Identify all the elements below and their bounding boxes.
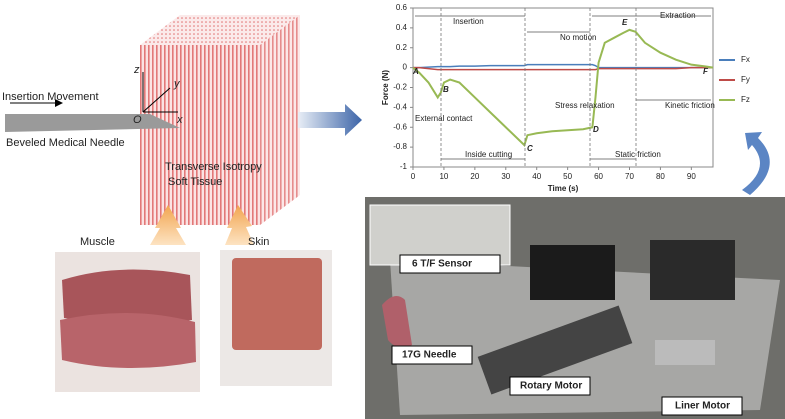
needle — [5, 114, 180, 132]
point-label: E — [622, 18, 628, 27]
setup-label: 6 T/F Sensor — [412, 259, 472, 270]
y-tick-label: -1 — [400, 162, 408, 171]
x-tick-label: 40 — [532, 172, 541, 181]
x-tick-label: 90 — [687, 172, 696, 181]
muscle-photo — [55, 252, 200, 392]
x-tick-label: 80 — [656, 172, 665, 181]
y-tick-label: -0.4 — [393, 102, 407, 111]
flow-arrow — [298, 104, 362, 136]
series-line — [412, 28, 714, 147]
callout — [399, 254, 501, 274]
setup-label: Liner Motor — [675, 401, 730, 412]
y-tick-label: 0.4 — [396, 23, 408, 32]
x-tick-label: 0 — [411, 172, 416, 181]
up-arrow — [225, 205, 254, 245]
y-tick-label: 0.2 — [396, 43, 408, 52]
axis-x: x — [176, 114, 183, 126]
annotation: External contact — [415, 114, 473, 123]
y-tick-label: 0.6 — [396, 3, 408, 12]
callout — [661, 396, 743, 416]
y-tick-label: -0.6 — [393, 122, 407, 131]
annotation: Insertion — [453, 17, 484, 26]
annotation: No motion — [560, 33, 596, 42]
callout — [509, 376, 591, 396]
annotation: Inside cutting — [465, 150, 512, 159]
point-label: A — [412, 67, 419, 76]
skin-photo — [220, 250, 332, 386]
series-line — [413, 63, 713, 69]
tissue-label: Transverse Isotropy — [165, 161, 262, 173]
point-label: D — [593, 125, 599, 134]
setup-photo — [365, 197, 785, 419]
x-tick-label: 70 — [625, 172, 634, 181]
axis-z: z — [133, 64, 140, 76]
x-tick-label: 60 — [594, 172, 603, 181]
up-arrow — [150, 205, 186, 245]
series-line — [413, 66, 713, 71]
annotation: Static friction — [615, 150, 661, 159]
y-tick-label: 0 — [403, 63, 408, 72]
setup-label: 17G Needle — [402, 350, 457, 361]
setup-label: Rotary Motor — [520, 381, 582, 392]
annotation: Kinetic friction — [665, 101, 715, 110]
point-label: B — [443, 85, 449, 94]
origin: O — [133, 114, 142, 126]
y-axis-label: Force (N) — [381, 70, 390, 105]
sample-label: Skin — [248, 236, 269, 248]
x-tick-label: 50 — [563, 172, 572, 181]
needle-label: Beveled Medical Needle — [6, 137, 125, 149]
arrow-head — [55, 99, 63, 107]
needle-movement: Insertion Movement — [2, 91, 99, 103]
legend-label: Fx — [741, 55, 750, 64]
coordinate-axes — [142, 72, 178, 113]
sample-label: Muscle — [80, 236, 115, 248]
x-tick-label: 30 — [501, 172, 510, 181]
tissue-label: Soft Tissue — [168, 176, 222, 188]
axis-y: y — [173, 78, 181, 90]
x-axis-label: Time (s) — [548, 184, 579, 193]
x-tick-label: 20 — [470, 172, 479, 181]
annotation: Stress relaxation — [555, 101, 615, 110]
legend-label: Fy — [741, 75, 750, 84]
tissue-cube — [140, 15, 300, 225]
x-tick-label: 10 — [439, 172, 448, 181]
y-tick-label: -0.8 — [393, 142, 407, 151]
point-label: F — [703, 67, 709, 76]
point-label: C — [527, 144, 533, 153]
callout — [391, 345, 473, 365]
curved-arrow — [742, 132, 770, 195]
legend-label: Fz — [741, 95, 750, 104]
y-tick-label: -0.2 — [393, 83, 407, 92]
